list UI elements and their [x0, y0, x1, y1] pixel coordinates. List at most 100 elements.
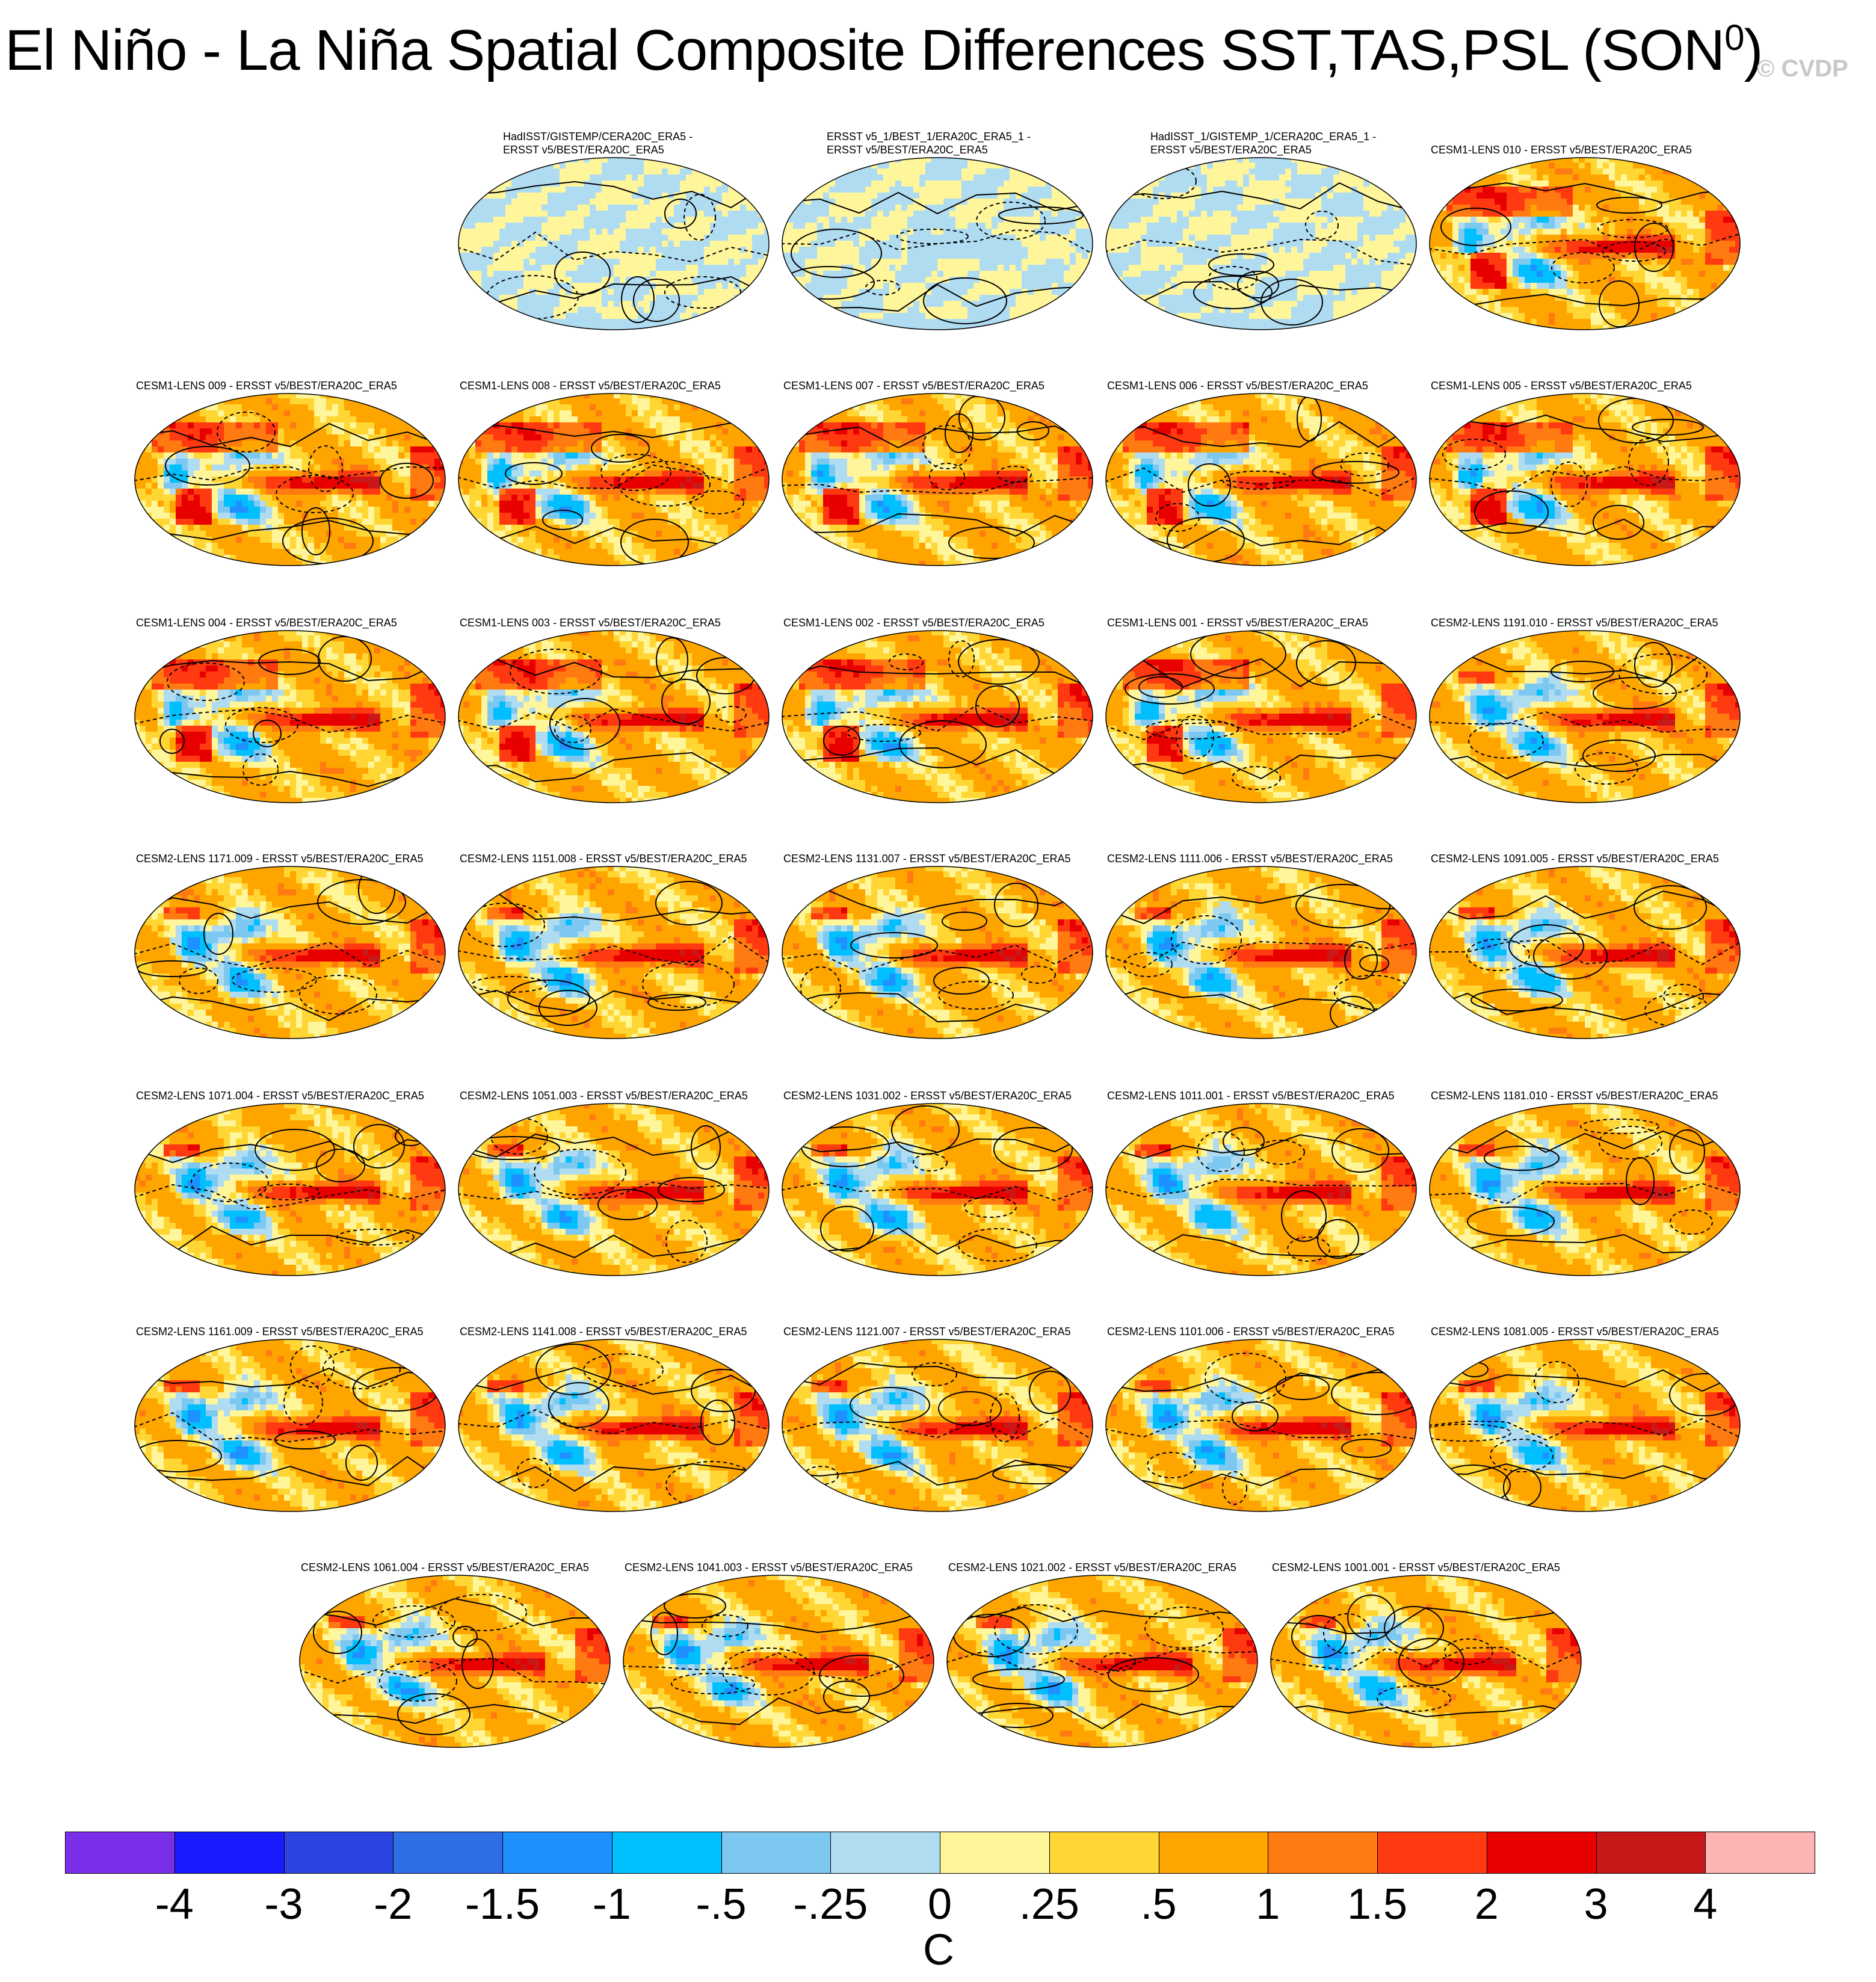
psl-contour [458, 181, 769, 209]
robinson-map [1429, 630, 1741, 803]
colorbar-box [1158, 1832, 1269, 1874]
colorbar-tick-label: -1 [593, 1880, 631, 1929]
map-outline [458, 1103, 770, 1276]
map-outline [1105, 1103, 1417, 1276]
psl-contour [397, 1693, 471, 1735]
psl-contour [179, 968, 218, 994]
psl-contour [889, 653, 924, 670]
panel-label: CESM2-LENS 1191.010 - ERSST v5/BEST/ERA2… [1428, 600, 1752, 629]
psl-contour [135, 1225, 445, 1255]
psl-contour [1106, 754, 1416, 780]
map-outline [623, 1575, 934, 1748]
psl-contour [232, 968, 317, 993]
psl-contour [1331, 1372, 1416, 1415]
psl-contour [510, 649, 602, 694]
robinson-map [1105, 866, 1417, 1039]
psl-contour [358, 866, 395, 914]
psl-contour [1440, 208, 1511, 246]
panel-label: CESM2-LENS 1061.004 - ERSST v5/BEST/ERA2… [298, 1545, 622, 1574]
psl-contour [461, 1638, 494, 1689]
psl-contour [1237, 271, 1279, 298]
sst-field [458, 631, 769, 803]
map-outline [134, 630, 446, 803]
psl-contour [623, 1652, 934, 1682]
psl-contour [472, 976, 548, 993]
robinson-map [1429, 1339, 1741, 1512]
map-panel: HadISST/GISTEMP/CERA20C_ERA5 - ERSST v5/… [457, 128, 781, 331]
psl-contour [948, 526, 1035, 559]
psl-contour [135, 897, 445, 924]
psl-contour [1533, 933, 1608, 980]
psl-contour [1223, 1127, 1265, 1156]
psl-contour [345, 1445, 378, 1481]
psl-contour [993, 1127, 1073, 1172]
psl-contour [929, 463, 965, 490]
map-panel: CESM1-LENS 006 - ERSST v5/BEST/ERA20C_ER… [1105, 363, 1428, 567]
panel-label: CESM1-LENS 004 - ERSST v5/BEST/ERA20C_ER… [134, 600, 457, 629]
map-panel: CESM2-LENS 1071.004 - ERSST v5/BEST/ERA2… [134, 1073, 457, 1277]
map-outline [1105, 393, 1417, 566]
psl-contour [1430, 465, 1740, 494]
psl-contour [782, 992, 1093, 1023]
psl-contour [464, 903, 545, 947]
psl-contour [621, 276, 655, 323]
psl-contour [782, 229, 1093, 255]
psl-contour [1575, 752, 1638, 785]
psl-contour [683, 194, 716, 241]
psl-contour [1106, 1368, 1416, 1396]
robinson-map [1429, 393, 1741, 566]
psl-contour [458, 752, 769, 783]
psl-contour [1101, 1652, 1136, 1672]
sst-field [782, 866, 1093, 1039]
psl-contour [1190, 631, 1286, 679]
psl-contour [516, 1458, 551, 1488]
panel-label: ERSST v5_1/BEST_1/ERA20C_ERA5_1 - ERSST … [781, 128, 1105, 156]
map-panel: CESM2-LENS 1161.009 - ERSST v5/BEST/ERA2… [134, 1309, 457, 1513]
psl-contour [505, 462, 563, 485]
psl-contour [458, 464, 769, 490]
psl-contour [318, 636, 372, 682]
map-panel: CESM1-LENS 005 - ERSST v5/BEST/ERA20C_ER… [1428, 363, 1752, 567]
psl-contour [1490, 1439, 1554, 1472]
psl-contour [458, 276, 769, 304]
psl-contour [1474, 490, 1549, 534]
map-outline [1105, 630, 1417, 803]
psl-contour [661, 679, 711, 724]
panel-label: CESM1-LENS 007 - ERSST v5/BEST/ERA20C_ER… [781, 363, 1105, 392]
map-outline [1429, 393, 1741, 566]
psl-contour [1597, 219, 1668, 238]
psl-contour [1232, 1401, 1279, 1431]
psl-contour [782, 1459, 1093, 1486]
map-outline [1429, 1103, 1741, 1276]
psl-contour [947, 1703, 1257, 1730]
psl-contour [899, 720, 987, 768]
psl-contour [1291, 1615, 1347, 1658]
map-panel: CESM2-LENS 1011.001 - ERSST v5/BEST/ERA2… [1105, 1073, 1428, 1277]
colorbar-box [1596, 1832, 1706, 1874]
psl-contour [1430, 182, 1740, 204]
map-outline [782, 393, 1093, 566]
psl-contour [1125, 673, 1215, 705]
colorbar-unit: C [923, 1925, 954, 1975]
title-superscript: 0 [1724, 17, 1744, 58]
colorbar-box [830, 1832, 940, 1874]
psl-contour [1106, 238, 1416, 266]
map-panel: CESM2-LENS 1141.008 - ERSST v5/BEST/ERA2… [457, 1309, 781, 1513]
psl-contour [135, 1138, 445, 1164]
psl-contour [782, 1227, 1093, 1255]
map-outline [1105, 1339, 1417, 1512]
psl-contour [1430, 653, 1740, 683]
psl-contour [633, 279, 680, 322]
psl-contour [191, 1162, 269, 1202]
panel-label: CESM2-LENS 1011.001 - ERSST v5/BEST/ERA2… [1105, 1073, 1428, 1102]
colorbar-tick-label: -2 [374, 1880, 412, 1929]
robinson-map [1105, 1339, 1417, 1512]
psl-contour [554, 715, 591, 743]
map-outline [1429, 1339, 1741, 1512]
psl-contour [655, 881, 723, 925]
map-outline [299, 1575, 611, 1748]
map-panel: CESM2-LENS 1061.004 - ERSST v5/BEST/ERA2… [298, 1545, 622, 1749]
map-outline [1429, 630, 1741, 803]
psl-contour [1123, 952, 1173, 977]
map-outline [782, 866, 1093, 1039]
